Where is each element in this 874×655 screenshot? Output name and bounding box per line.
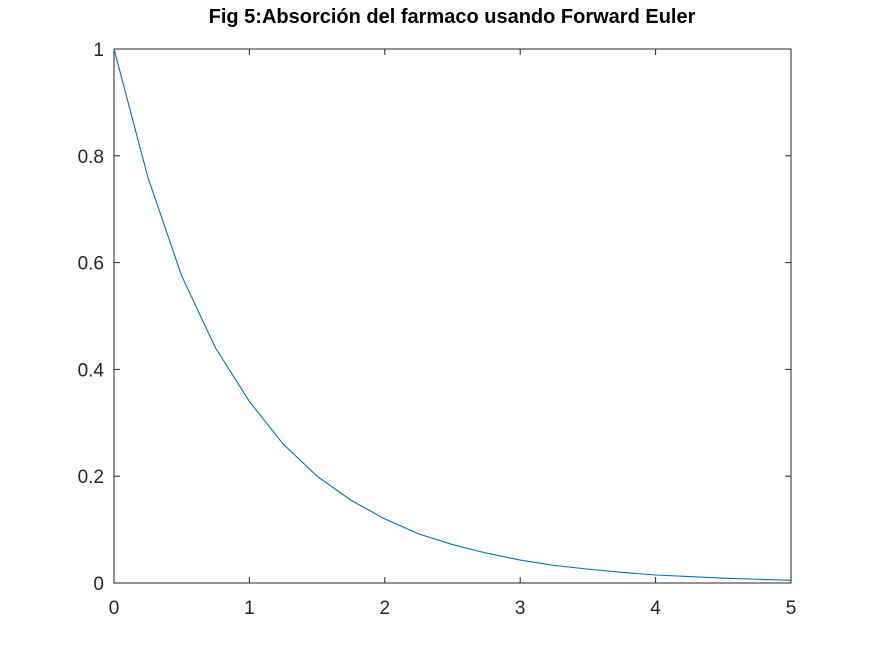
plot-area: 0 1 2 3 4 5 0 0.2 0.4 0.6 0.8 1 (78, 40, 797, 619)
y-tick-label: 0.2 (78, 467, 104, 488)
x-tick-label: 1 (244, 598, 255, 619)
x-tick-label: 2 (380, 598, 391, 619)
y-tick-label: 0 (93, 574, 104, 595)
chart-title: Fig 5:Absorción del farmaco usando Forwa… (209, 6, 696, 28)
y-tick-label: 1 (93, 40, 104, 61)
x-tick-label: 5 (786, 598, 797, 619)
y-tick-label: 0.6 (78, 254, 104, 275)
series-line (113, 48, 792, 581)
y-tick-label: 0.8 (78, 147, 104, 168)
x-tick-label: 0 (109, 598, 120, 619)
x-tick-label: 4 (650, 598, 661, 619)
x-tick-label: 3 (515, 598, 526, 619)
axes-box (113, 48, 792, 584)
y-tick-label: 0.4 (78, 360, 105, 381)
